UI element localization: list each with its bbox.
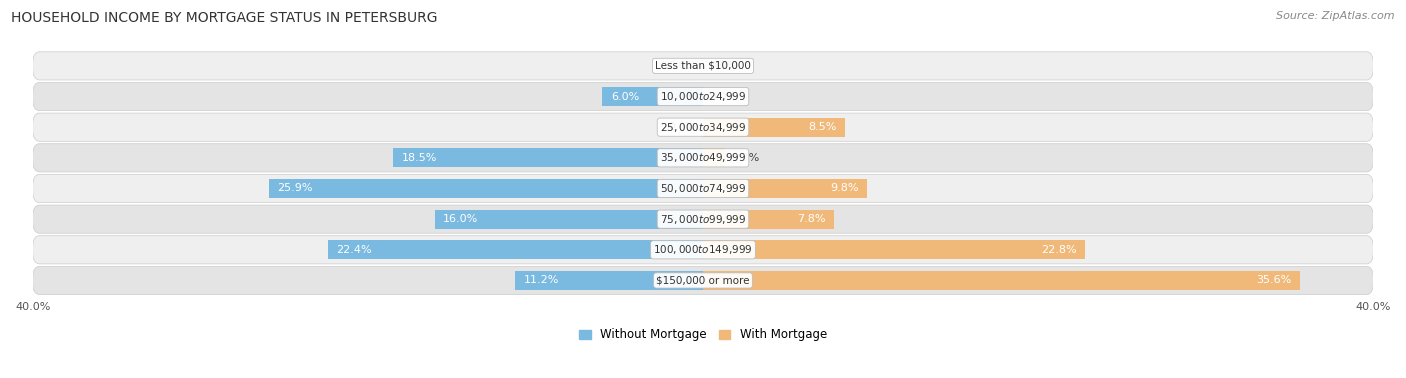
Legend: Without Mortgage, With Mortgage: Without Mortgage, With Mortgage	[574, 324, 832, 346]
Bar	[703, 118, 845, 137]
Text: $75,000 to $99,999: $75,000 to $99,999	[659, 213, 747, 226]
FancyBboxPatch shape	[32, 82, 1374, 111]
Bar	[602, 87, 703, 106]
Text: 1.3%: 1.3%	[731, 153, 759, 163]
Text: $10,000 to $24,999: $10,000 to $24,999	[659, 90, 747, 103]
Text: HOUSEHOLD INCOME BY MORTGAGE STATUS IN PETERSBURG: HOUSEHOLD INCOME BY MORTGAGE STATUS IN P…	[11, 11, 437, 25]
Text: 0.0%: 0.0%	[710, 61, 738, 71]
Text: $50,000 to $74,999: $50,000 to $74,999	[659, 182, 747, 195]
FancyBboxPatch shape	[32, 205, 1374, 233]
Bar	[394, 148, 703, 167]
Text: 0.0%: 0.0%	[668, 122, 696, 132]
Bar	[703, 240, 1085, 259]
Bar	[703, 148, 724, 167]
Text: 9.8%: 9.8%	[831, 183, 859, 194]
Text: 0.0%: 0.0%	[710, 91, 738, 102]
Text: 35.6%: 35.6%	[1256, 276, 1291, 285]
FancyBboxPatch shape	[32, 52, 1374, 80]
Text: $25,000 to $34,999: $25,000 to $34,999	[659, 121, 747, 134]
Text: Source: ZipAtlas.com: Source: ZipAtlas.com	[1277, 11, 1395, 21]
Text: 6.0%: 6.0%	[610, 91, 640, 102]
Bar	[328, 240, 703, 259]
Text: 22.4%: 22.4%	[336, 245, 371, 255]
Text: Less than $10,000: Less than $10,000	[655, 61, 751, 71]
Text: 0.0%: 0.0%	[668, 61, 696, 71]
Text: 18.5%: 18.5%	[401, 153, 437, 163]
FancyBboxPatch shape	[32, 113, 1374, 141]
FancyBboxPatch shape	[32, 144, 1374, 172]
Text: $150,000 or more: $150,000 or more	[657, 276, 749, 285]
FancyBboxPatch shape	[32, 266, 1374, 294]
Bar	[703, 210, 834, 229]
FancyBboxPatch shape	[32, 174, 1374, 203]
Text: 22.8%: 22.8%	[1040, 245, 1077, 255]
Text: 8.5%: 8.5%	[808, 122, 837, 132]
Bar	[434, 210, 703, 229]
Text: 11.2%: 11.2%	[523, 276, 560, 285]
Bar	[269, 179, 703, 198]
Text: $35,000 to $49,999: $35,000 to $49,999	[659, 151, 747, 164]
Bar	[516, 271, 703, 290]
Bar	[703, 271, 1299, 290]
Text: $100,000 to $149,999: $100,000 to $149,999	[654, 243, 752, 256]
Bar	[703, 179, 868, 198]
Text: 16.0%: 16.0%	[443, 214, 478, 224]
Text: 7.8%: 7.8%	[797, 214, 825, 224]
Text: 25.9%: 25.9%	[277, 183, 314, 194]
FancyBboxPatch shape	[32, 236, 1374, 264]
